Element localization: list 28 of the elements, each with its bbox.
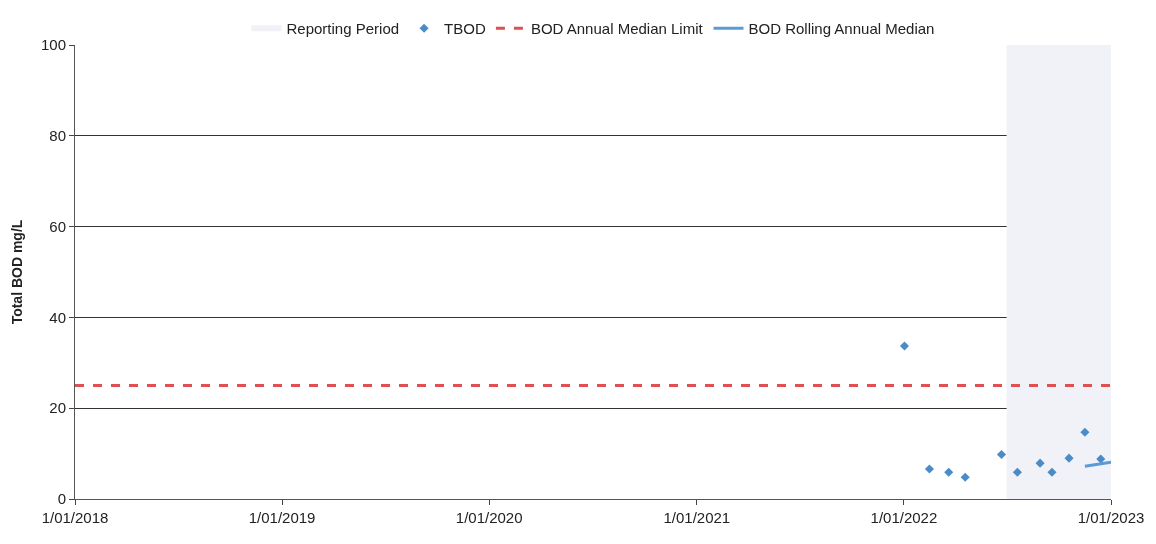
point [960,472,970,482]
point [1064,453,1074,463]
x-tick-label: 1/01/2020 [455,509,523,526]
point [1035,458,1045,468]
legend-label: BOD Annual Median Limit [530,20,704,38]
legend-label: Reporting Period [286,20,400,38]
x-tick-label: 1/01/2018 [41,509,109,526]
x-tick-label: 1/01/2021 [663,509,731,526]
point [996,449,1007,460]
y-axis-title: Total BOD mg/L [8,219,25,325]
point [1047,467,1057,477]
point [1096,454,1106,464]
y-tick-label: 40 [49,308,66,326]
x-tick-label: 1/01/2022 [870,509,938,526]
legend-label: BOD Rolling Annual Median [748,20,935,38]
y-tick-label: 100 [40,36,66,54]
y-tick-label: 60 [49,217,66,235]
point [944,467,954,477]
legend-label: TBOD [444,20,486,38]
point [1012,467,1022,477]
y-tick-label: 0 [57,490,66,508]
y-tick-label: 20 [49,399,66,417]
point [924,464,934,474]
x-tick-label: 1/01/2019 [248,509,316,526]
point [1080,427,1090,437]
point [899,341,910,351]
x-tick-label: 1/01/2023 [1077,509,1145,526]
y-tick-label: 80 [49,127,66,145]
